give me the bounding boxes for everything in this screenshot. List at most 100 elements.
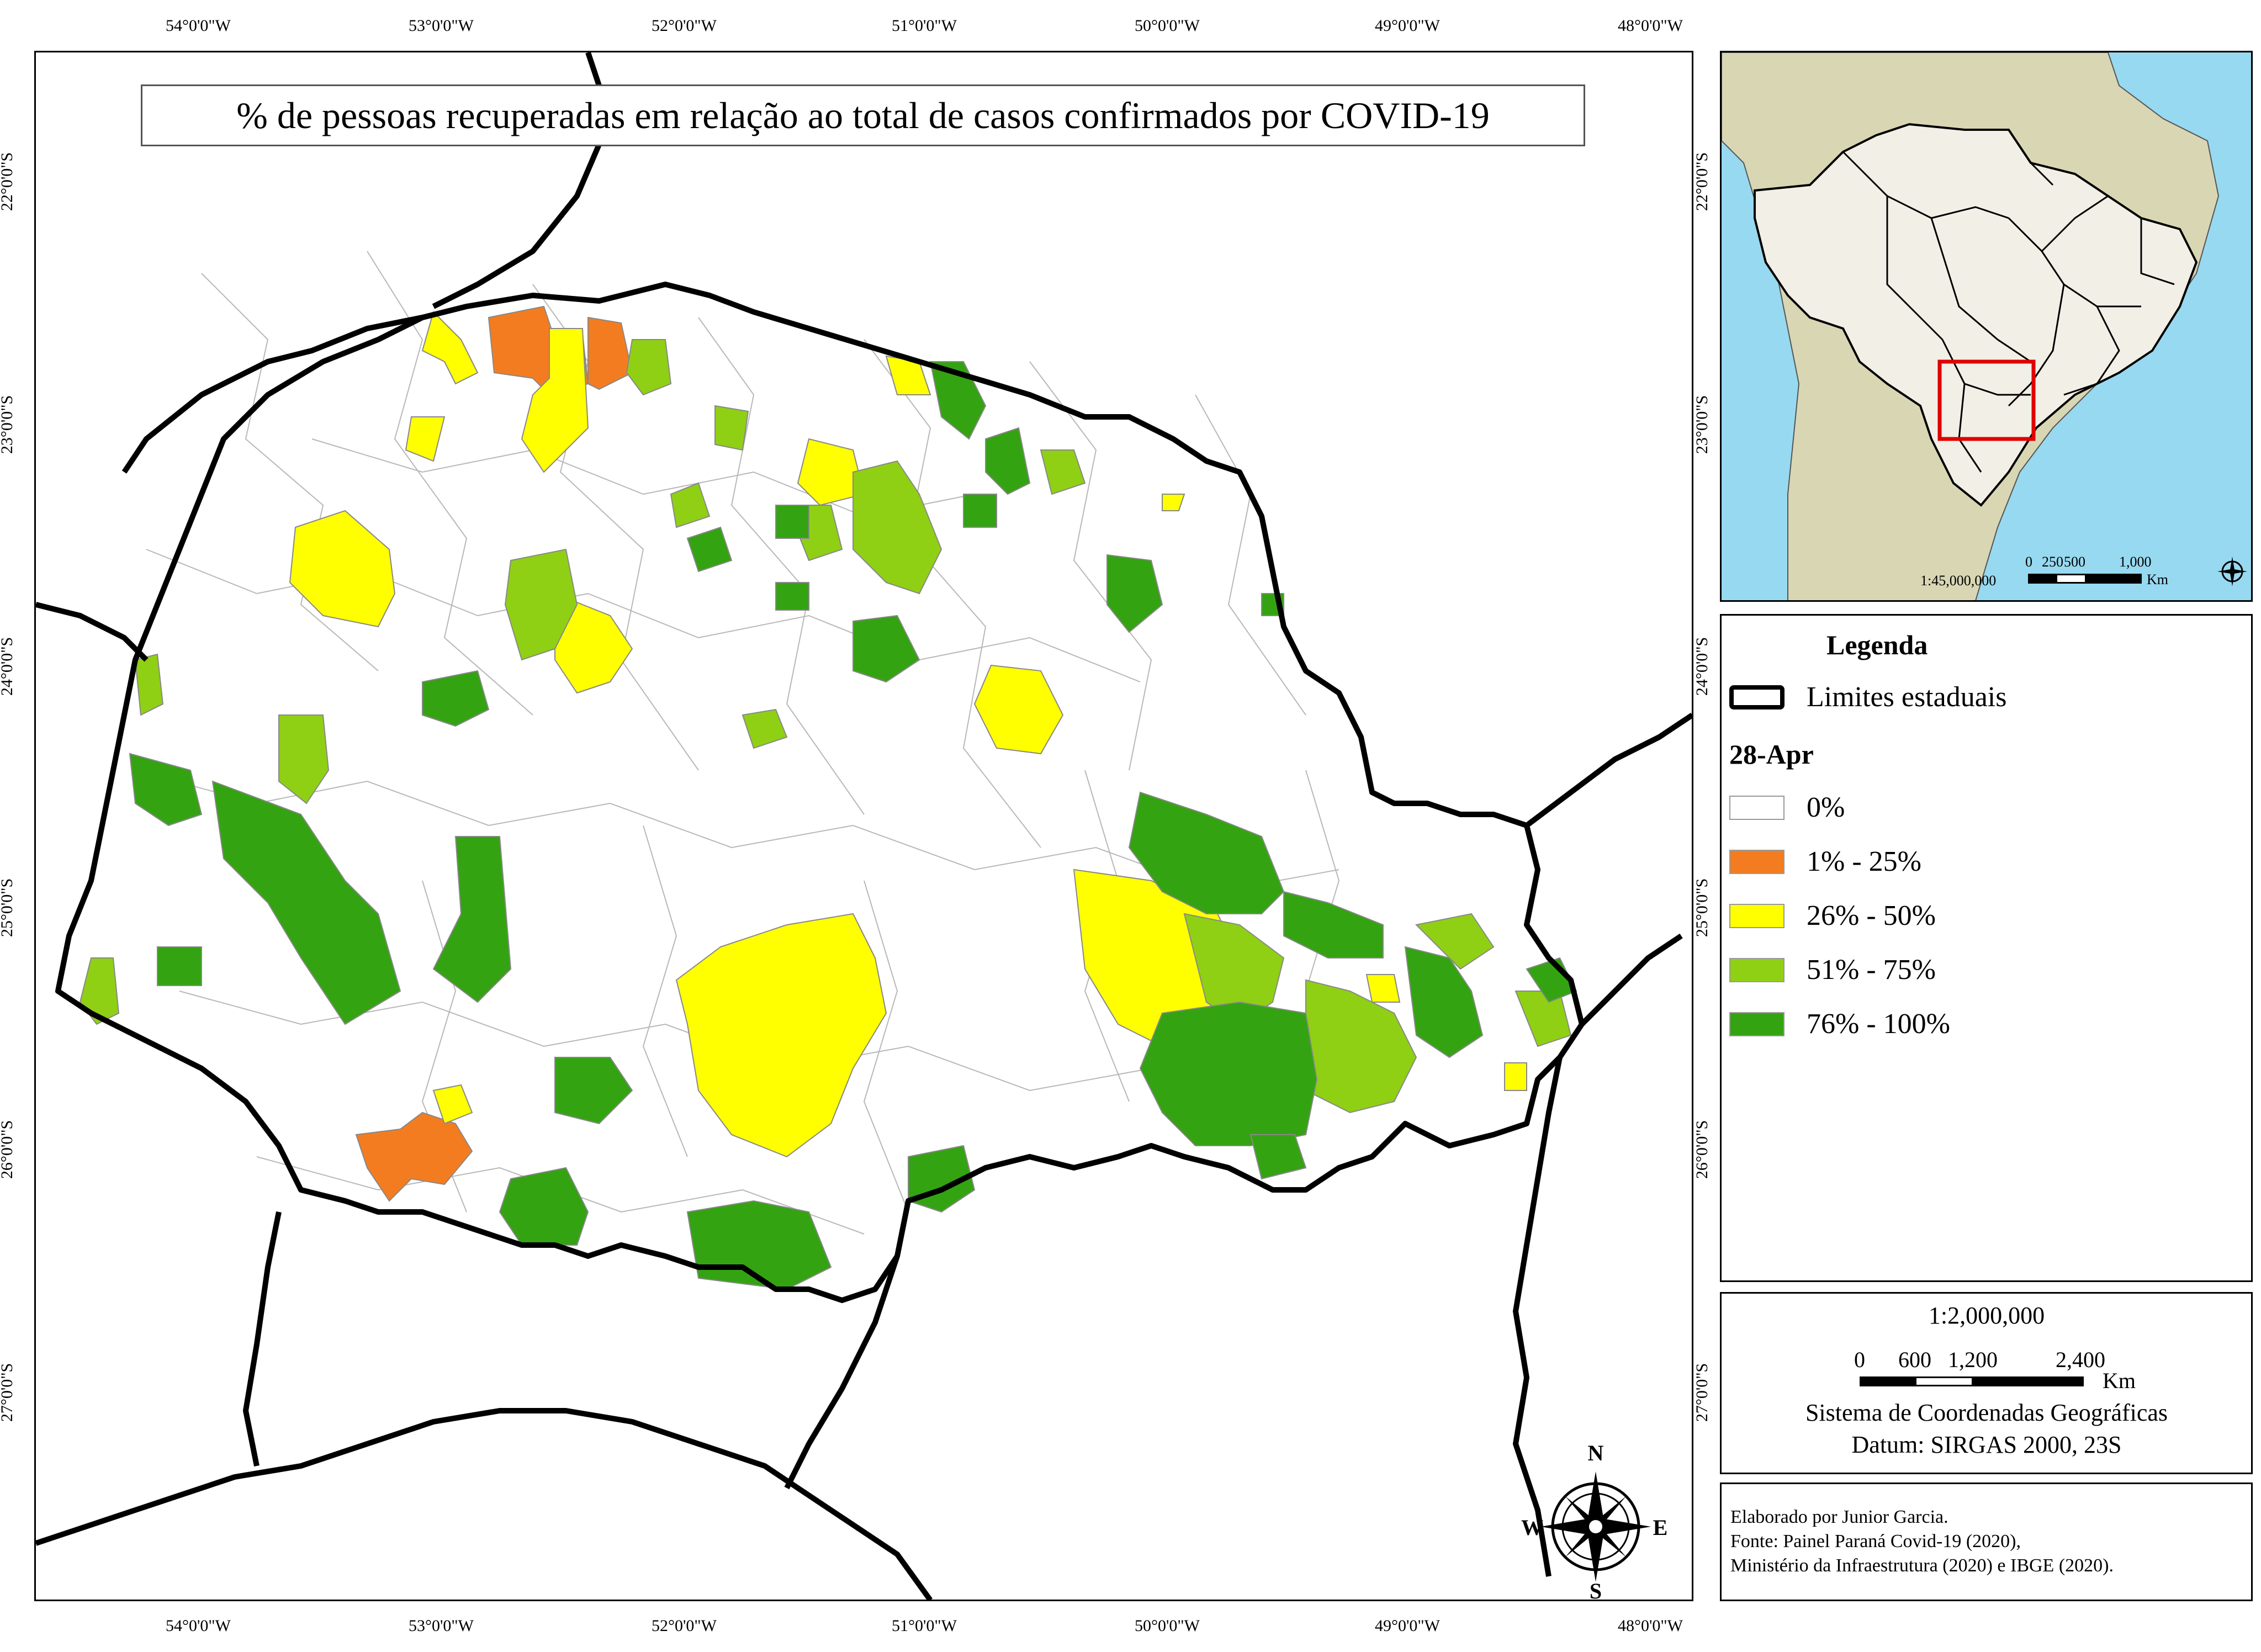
crs-line-1: Sistema de Coordenadas Geográficas [1805, 1399, 2168, 1426]
sp-east-border [1525, 712, 1692, 828]
top-lon-3: 52°0'0"W [652, 17, 717, 35]
legend-row-1: 1% - 25% [1729, 845, 1921, 878]
municipality-darkgreen-14 [157, 946, 202, 986]
municipality-yellow-7 [554, 592, 633, 694]
legend-box: Legenda Limites estaduais 28-Apr 0% 1% -… [1720, 614, 2253, 1282]
municipality-darkgreen-10 [686, 526, 733, 573]
crs-line-2: Datum: SIRGAS 2000, 23S [1851, 1431, 2122, 1458]
municipality-darkgreen-17 [1139, 1001, 1318, 1146]
municipality-lightgreen-9 [742, 708, 788, 749]
municipality-darkgreen-3 [775, 505, 809, 539]
municipality-darkgreen-13 [432, 836, 512, 1003]
inset-map-frame: 1:45,000,000 0 250 500 1,000 Km [1720, 51, 2253, 602]
bottom-lon-3: 52°0'0"W [652, 1617, 717, 1635]
choropleth-municipalities [79, 305, 1577, 1290]
inset-scale: 1:45,000,000 0 250 500 1,000 Km [1920, 549, 2207, 594]
municipality-lightgreen-11 [1183, 913, 1285, 1025]
municipality-darkgreen-1 [929, 361, 987, 440]
legend-row-2: 26% - 50% [1729, 899, 1936, 932]
municipality-darkgreen-6 [852, 615, 920, 683]
scale-tick-2400: 2,400 [2056, 1347, 2105, 1372]
bottom-lon-6: 49°0'0"W [1375, 1617, 1440, 1635]
scale-bar [1860, 1376, 2084, 1386]
right-lat-6: 27°0'0"S [1693, 1363, 1712, 1422]
inset-scale-ratio: 1:45,000,000 [1920, 573, 1997, 589]
municipality-darkgreen-19 [1249, 1134, 1307, 1180]
municipality-darkgreen-11 [129, 753, 203, 827]
top-lon-2: 53°0'0"W [409, 17, 474, 35]
municipality-yellow-11 [1162, 494, 1185, 511]
municipality-yellow-4 [405, 416, 446, 462]
legend-swatch-3 [1729, 957, 1785, 982]
right-lat-1: 22°0'0"S [1693, 152, 1712, 211]
main-map-svg [36, 52, 1692, 1600]
legend-state-limits-label: Limites estaduais [1807, 681, 2007, 713]
municipality-darkgreen-20 [554, 1057, 633, 1125]
left-lat-3: 24°0'0"S [0, 637, 17, 696]
map-title-box: % de pessoas recuperadas em relação ao t… [141, 84, 1585, 146]
municipality-orange-south [355, 1111, 473, 1202]
municipality-lightgreen-3 [852, 460, 942, 595]
bottom-lon-4: 51°0'0"W [892, 1617, 957, 1635]
municipality-yellow-8 [973, 664, 1064, 755]
municipality-lightgreen-13 [1415, 913, 1495, 970]
right-lat-4: 25°0'0"S [1693, 878, 1712, 938]
inset-compass-icon [2217, 557, 2247, 586]
municipality-yellow-2 [521, 328, 589, 473]
scale-tick-600: 600 [1898, 1347, 1931, 1372]
inset-scale-unit: Km [2147, 571, 2168, 587]
compass-e: E [1653, 1515, 1668, 1540]
municipality-darkgreen-5 [1106, 554, 1163, 633]
top-lon-7: 48°0'0"W [1618, 17, 1683, 35]
left-lat-1: 22°0'0"S [0, 152, 17, 211]
inset-scale-tick-250: 250 [2042, 554, 2063, 570]
top-lon-5: 50°0'0"W [1135, 17, 1200, 35]
credits-text: Elaborado por Junior Garcia. Fonte: Pain… [1730, 1505, 2249, 1578]
right-lat-2: 23°0'0"S [1693, 395, 1712, 454]
left-lat-5: 26°0'0"S [0, 1120, 17, 1179]
left-lat-6: 27°0'0"S [0, 1363, 17, 1422]
inset-highlight-box [1937, 359, 2036, 441]
municipality-lightgreen-2 [714, 405, 749, 451]
compass-n: N [1588, 1441, 1604, 1465]
credits-line-1: Elaborado por Junior Garcia. [1730, 1507, 1948, 1527]
sc-inner-line [784, 1255, 900, 1490]
inset-scale-tick-500: 500 [2064, 554, 2085, 570]
inset-scale-tick-1000: 1,000 [2119, 554, 2152, 570]
municipality-yellow-6 [797, 438, 865, 506]
brazil-states [1842, 129, 2175, 473]
scale-ratio: 1:2,000,000 [1928, 1302, 2045, 1329]
inset-map-svg [1722, 52, 2220, 600]
inset-scale-tick-0: 0 [2025, 554, 2032, 570]
legend-row-4: 76% - 100% [1729, 1008, 1950, 1040]
left-lat-4: 25°0'0"S [0, 878, 17, 938]
credits-line-2: Fonte: Painel Paraná Covid-19 (2020), [1730, 1531, 2021, 1552]
bottom-lon-1: 54°0'0"W [166, 1617, 231, 1635]
sc-south-line [36, 1408, 933, 1600]
top-lon-4: 51°0'0"W [892, 17, 957, 35]
municipality-yellow-10 [675, 913, 887, 1158]
legend-row-0: 0% [1729, 791, 1845, 824]
right-lat-5: 26°0'0"S [1693, 1120, 1712, 1179]
legend-class-label-2: 26% - 50% [1807, 900, 1936, 931]
municipality-darkgreen-2 [985, 427, 1031, 495]
credits-line-3: Ministério da Infraestrutura (2020) e IB… [1730, 1555, 2114, 1576]
legend-swatch-0 [1729, 795, 1785, 820]
scale-ticks: 0 600 1,200 2,400 [1854, 1347, 2136, 1380]
municipality-yellow-12 [432, 1084, 473, 1125]
ms-border [121, 315, 423, 474]
municipality-darkgreen-12 [211, 780, 401, 1025]
municipality-lightgreen-6 [504, 548, 578, 661]
legend-title: Legenda [1826, 629, 1928, 660]
municipality-yellow-14 [1504, 1062, 1527, 1091]
municipality-yellow-13 [1365, 974, 1401, 1003]
brazil-land [1754, 123, 2198, 507]
municipality-darkgreen-18 [1404, 946, 1484, 1058]
legend-swatch-1 [1729, 849, 1785, 874]
west-border [36, 602, 149, 662]
sc-border-west [243, 1211, 282, 1466]
bottom-lon-2: 53°0'0"W [409, 1617, 474, 1635]
municipality-lightgreen-8 [278, 714, 330, 804]
legend-row-3: 51% - 75% [1729, 954, 1936, 986]
parana-outline [55, 282, 1585, 1303]
